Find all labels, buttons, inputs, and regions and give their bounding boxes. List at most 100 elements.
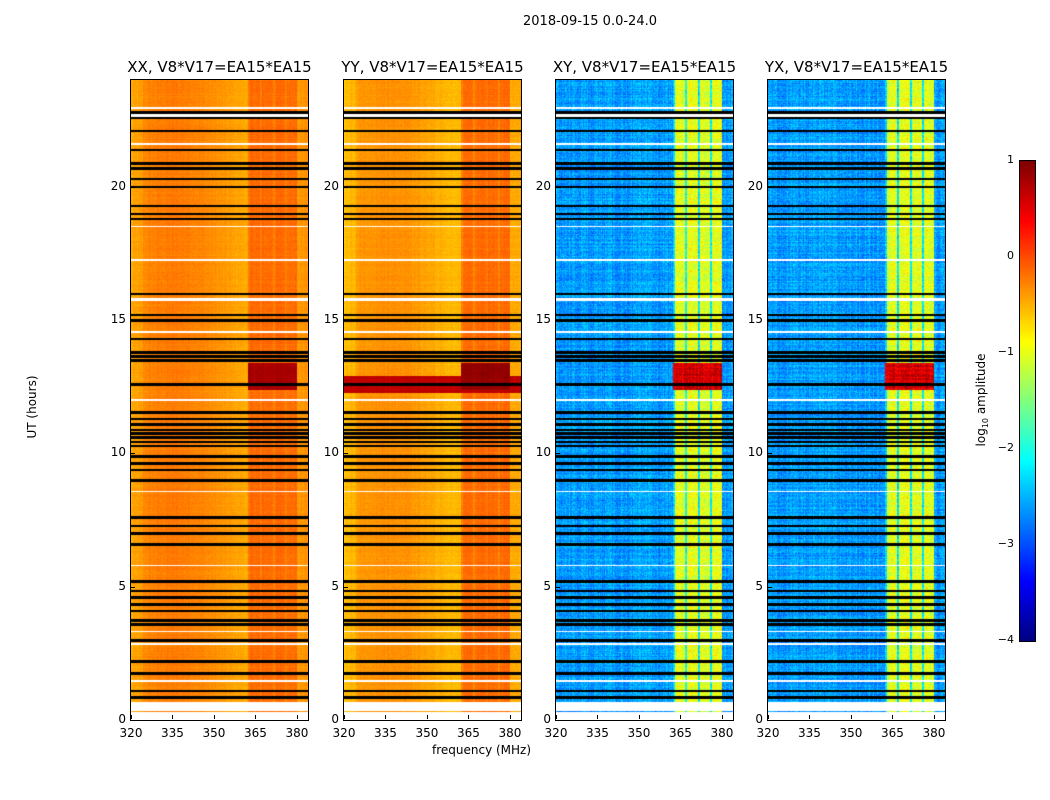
colorbar-tick-label: −4 [997, 633, 1014, 646]
y-tick-mark [344, 453, 348, 455]
x-tick-label: 335 [161, 726, 184, 740]
x-tick-label: 350 [202, 726, 226, 740]
x-tick-mark [850, 715, 852, 719]
y-tick-label: 10 [535, 445, 551, 460]
colorbar-label: log10 amplitude [973, 353, 991, 447]
x-tick-mark [426, 715, 428, 719]
x-tick-mark [768, 715, 769, 719]
x-tick-mark [892, 715, 894, 719]
x-tick-mark [809, 715, 811, 719]
y-tick-mark [556, 186, 560, 188]
panel-0: XX, V8*V17=EA15*EA15 320 335 350 365 380 0 5 10 1… [111, 58, 312, 740]
colorbar-tick-label: −3 [997, 537, 1014, 550]
x-tick-mark [556, 715, 557, 719]
x-tick-label: 380 [285, 726, 309, 740]
y-tick-label: 15 [747, 312, 763, 326]
heatmap-0 [131, 80, 308, 720]
x-tick-label: 320 [756, 726, 780, 740]
y-tick-mark [131, 586, 135, 588]
y-tick-mark [131, 186, 135, 188]
y-tick-mark [768, 320, 772, 321]
axes-frame [767, 79, 946, 721]
y-tick-mark [768, 453, 772, 455]
axes-frame [555, 79, 734, 721]
x-tick-label: 320 [119, 726, 143, 740]
heatmap-2 [556, 80, 733, 720]
y-tick-mark [344, 320, 348, 321]
colorbar [1019, 160, 1036, 642]
panel-1: YY, V8*V17=EA15*EA15 320 335 350 365 380 0 5 10 1… [324, 58, 524, 740]
y-tick-label: 5 [755, 578, 763, 593]
x-tick-mark [638, 715, 640, 719]
y-tick-label: 0 [331, 712, 339, 726]
y-tick-mark [768, 186, 772, 188]
y-tick-label: 20 [747, 178, 763, 193]
y-tick-mark [344, 720, 348, 721]
x-tick-mark [721, 715, 723, 719]
x-tick-mark [385, 715, 387, 719]
panel-2: XY, V8*V17=EA15*EA15 320 335 350 365 380 0 5 10 1… [536, 58, 736, 740]
colorbar-tick-label: 1 [1007, 153, 1014, 166]
x-tick-mark [172, 715, 174, 719]
y-tick-mark [131, 320, 135, 321]
y-tick-mark [344, 186, 348, 188]
heatmap-3 [768, 80, 945, 720]
y-tick-mark [556, 586, 560, 588]
y-tick-label: 5 [118, 578, 126, 593]
y-tick-mark [556, 453, 560, 455]
x-tick-label: 335 [798, 726, 821, 740]
x-tick-label: 350 [627, 726, 651, 740]
x-tick-mark [344, 715, 345, 719]
x-tick-label: 365 [244, 726, 267, 740]
x-tick-mark [680, 715, 682, 719]
y-tick-label: 0 [118, 712, 126, 726]
panel-3: YX, V8*V17=EA15*EA15 320 335 350 365 380 0 5 10 1… [748, 58, 948, 740]
x-tick-mark [468, 715, 470, 719]
y-tick-mark [131, 453, 135, 455]
colorbar-tick-label: −2 [997, 441, 1014, 454]
x-tick-label: 365 [669, 726, 692, 740]
colorbar-tick-label: 0 [1007, 249, 1014, 262]
panel-title: YX, V8*V17=EA15*EA15 [764, 58, 949, 76]
axes-frame [130, 79, 309, 721]
x-tick-label: 335 [374, 726, 397, 740]
x-tick-mark [131, 715, 132, 719]
y-tick-mark [768, 586, 772, 588]
y-tick-label: 15 [110, 312, 126, 326]
y-tick-mark [556, 720, 560, 721]
y-tick-mark [768, 720, 772, 721]
y-tick-label: 10 [747, 445, 763, 460]
x-axis-label: frequency (MHz) [432, 743, 532, 757]
y-tick-label: 0 [543, 712, 551, 726]
x-tick-mark [509, 715, 511, 719]
x-tick-mark [213, 715, 215, 719]
y-axis-label: UT (hours) [25, 375, 39, 439]
x-tick-label: 350 [839, 726, 863, 740]
figure-title: 2018-09-15 0.0-24.0 [523, 14, 657, 29]
y-tick-mark [556, 320, 560, 321]
x-tick-label: 350 [415, 726, 439, 740]
x-tick-mark [296, 715, 298, 719]
y-tick-label: 20 [535, 178, 551, 193]
y-tick-label: 10 [323, 445, 339, 460]
panel-title: XX, V8*V17=EA15*EA15 [127, 58, 312, 76]
x-tick-mark [933, 715, 935, 719]
y-tick-mark [131, 720, 135, 721]
x-tick-label: 380 [922, 726, 946, 740]
y-tick-label: 20 [323, 178, 339, 193]
heatmap-1 [344, 80, 521, 720]
x-tick-mark [597, 715, 599, 719]
y-tick-label: 5 [331, 578, 339, 593]
x-tick-label: 320 [332, 726, 356, 740]
y-tick-label: 20 [110, 178, 126, 193]
panel-title: YY, V8*V17=EA15*EA15 [341, 58, 524, 76]
colorbar-tick-label: −1 [997, 345, 1014, 358]
y-tick-mark [344, 586, 348, 588]
axes-frame [343, 79, 522, 721]
x-tick-label: 380 [498, 726, 522, 740]
y-tick-label: 15 [323, 312, 339, 326]
y-tick-label: 5 [543, 578, 551, 593]
x-tick-label: 365 [457, 726, 480, 740]
x-tick-label: 335 [586, 726, 609, 740]
y-tick-label: 10 [110, 445, 126, 460]
